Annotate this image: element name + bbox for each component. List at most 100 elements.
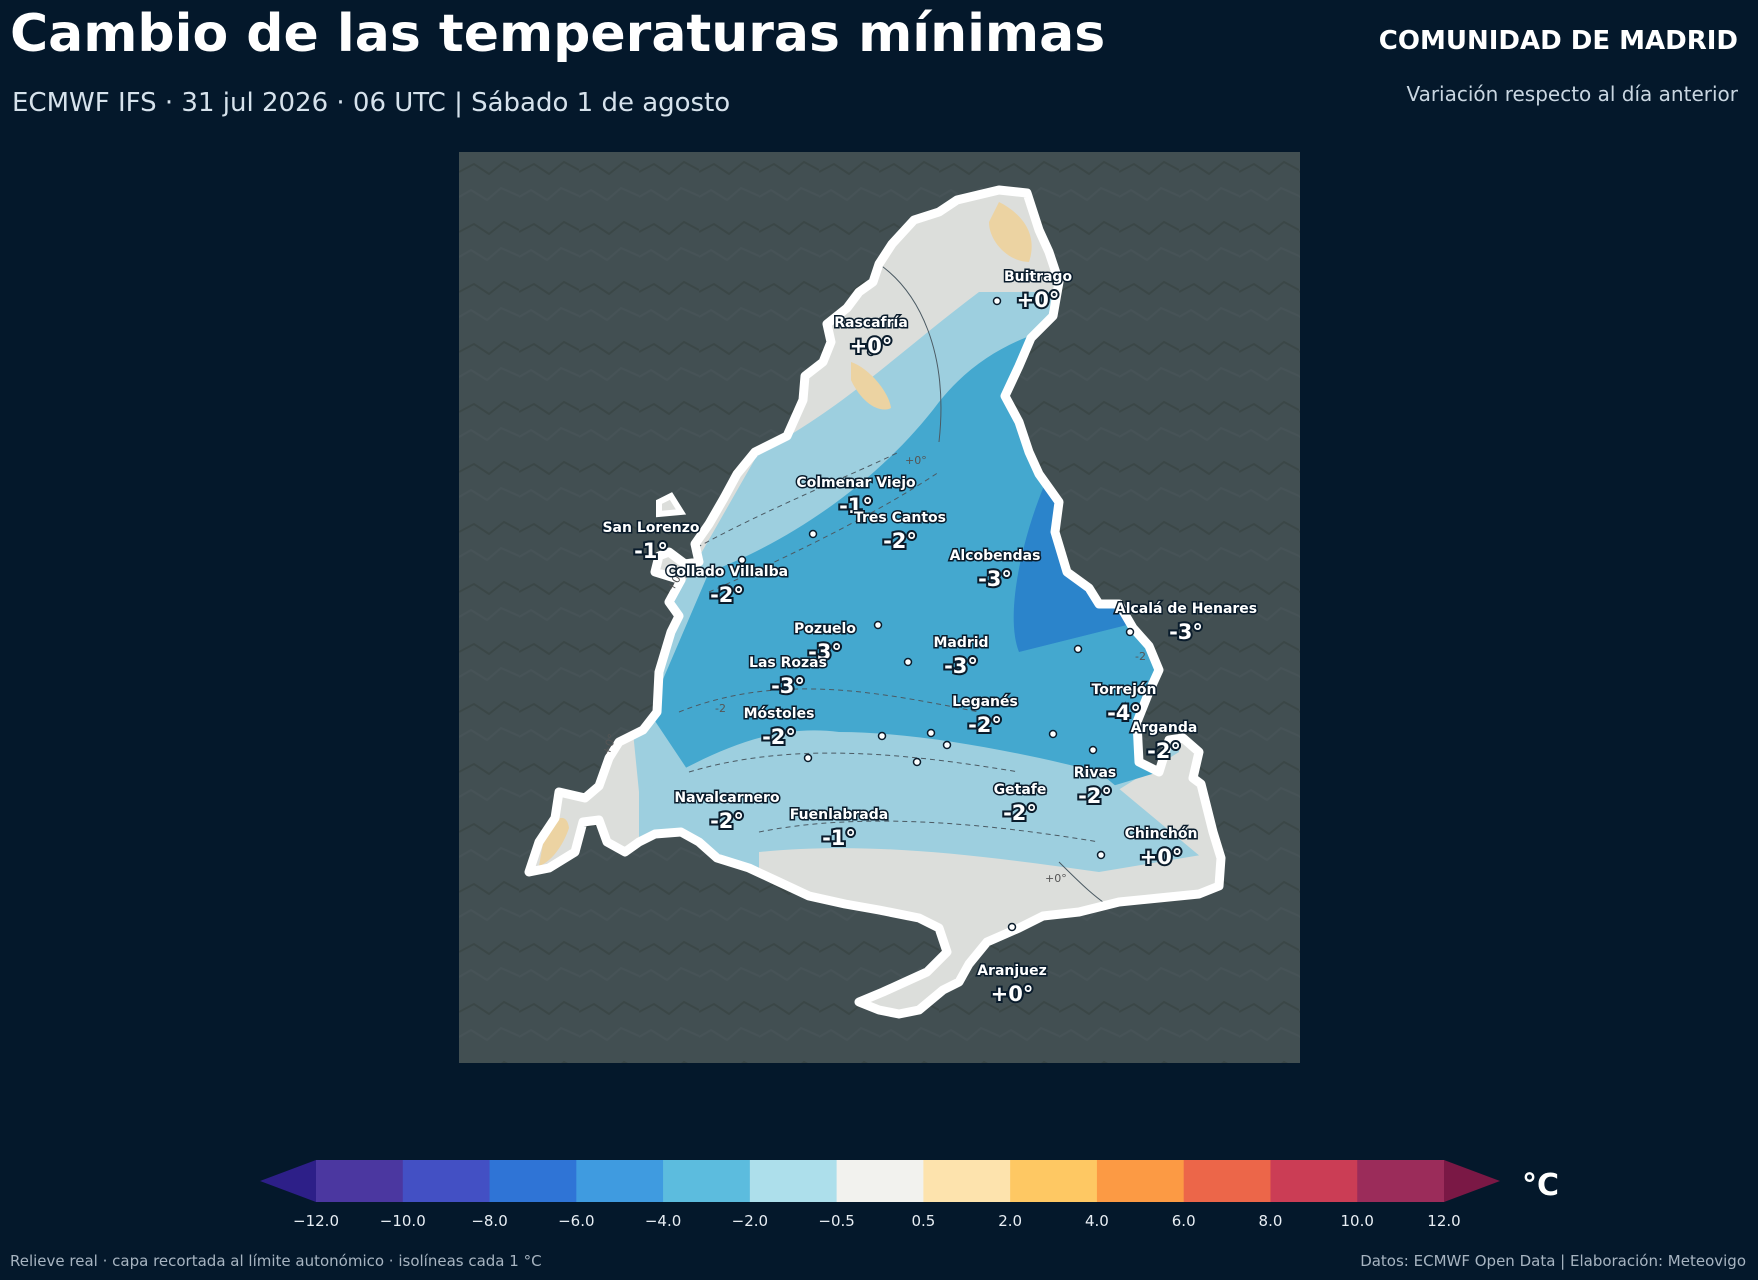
colorbar-segment	[663, 1160, 751, 1202]
colorbar-tick-label: 0.5	[911, 1212, 936, 1230]
city-value: -2°	[710, 583, 744, 607]
city-name: Las Rozas	[749, 655, 827, 671]
city-value: -3°	[771, 674, 805, 698]
city-marker	[808, 529, 818, 539]
city-value: +0°	[1140, 845, 1183, 869]
city-value: -3°	[808, 640, 842, 664]
colorbar-tick-label: 4.0	[1084, 1212, 1109, 1230]
city-marker	[866, 347, 876, 357]
city-value: -2°	[762, 725, 796, 749]
city-name: Madrid	[933, 635, 988, 651]
city-name: Aranjuez	[977, 963, 1047, 979]
colorbar-tick-label: −8.0	[471, 1212, 508, 1230]
city-value: -1°	[839, 494, 873, 518]
city-value: -2°	[883, 529, 917, 553]
isoline-label: -2	[715, 702, 726, 715]
city-marker	[873, 620, 883, 630]
city-value: +0°	[1017, 288, 1060, 312]
city-name: Alcalá de Henares	[1115, 601, 1257, 617]
colorbar	[260, 1160, 1500, 1202]
city-marker	[992, 296, 1002, 306]
city-name: Getafe	[994, 782, 1047, 798]
city-name: Leganés	[952, 694, 1018, 710]
colorbar-segment	[1357, 1160, 1445, 1202]
city-value: +0°	[850, 334, 893, 358]
city-name: Rascafría	[834, 315, 908, 331]
city-value: -3°	[978, 567, 1012, 591]
city-value: -2°	[1003, 801, 1037, 825]
city-marker	[1096, 850, 1106, 860]
city-name: San Lorenzo	[602, 520, 699, 536]
colorbar-tick-label: −4.0	[644, 1212, 682, 1230]
san-lorenzo-enclave	[656, 492, 687, 518]
colorbar-tick-label: 10.0	[1340, 1212, 1374, 1230]
city-name: Collado Villalba	[666, 564, 788, 580]
city-value: -2°	[1147, 739, 1181, 763]
region-subtitle: Variación respecto al día anterior	[1406, 82, 1738, 106]
isoline-label: +0°	[905, 454, 927, 467]
colorbar-tick-label: 8.0	[1258, 1212, 1283, 1230]
footer-credits: Datos: ECMWF Open Data | Elaboración: Me…	[1360, 1252, 1746, 1270]
city-name: Arganda	[1131, 720, 1198, 736]
region-name: COMUNIDAD DE MADRID	[1378, 26, 1738, 56]
colorbar-segment	[1183, 1160, 1271, 1202]
colorbar-unit: °C	[1522, 1168, 1560, 1203]
colorbar-segment	[1010, 1160, 1098, 1202]
city-value: -1°	[634, 539, 668, 563]
city-marker	[1125, 627, 1135, 637]
colorbar-tick-label: −12.0	[293, 1212, 339, 1230]
colorbar-segment	[489, 1160, 577, 1202]
map-title: Cambio de las temperaturas mínimas	[10, 4, 1106, 64]
colorbar-tick-label: 2.0	[998, 1212, 1023, 1230]
colorbar-tick-label: −6.0	[558, 1212, 595, 1230]
colorbar-segment	[402, 1160, 491, 1202]
city-value: -3°	[944, 654, 978, 678]
city-name: Pozuelo	[794, 621, 856, 637]
city-name: Alcobendas	[950, 548, 1041, 564]
isoline-label: -2	[1135, 650, 1146, 663]
city-value: -4°	[1107, 701, 1141, 725]
city-value: -2°	[1078, 784, 1112, 808]
city-marker	[803, 753, 813, 763]
colorbar-segment	[1270, 1160, 1358, 1202]
city-name: Torrejón	[1092, 682, 1157, 698]
city-marker	[877, 731, 887, 741]
city-name: Tres Cantos	[854, 510, 946, 526]
colorbar-tick-label: 6.0	[1171, 1212, 1196, 1230]
footer-note: Relieve real · capa recortada al límite …	[10, 1252, 542, 1270]
city-name: Navalcarnero	[674, 790, 780, 806]
city-marker	[926, 728, 936, 738]
colorbar-tick-label: −0.5	[818, 1212, 855, 1230]
city-marker	[1007, 922, 1017, 932]
city-name: Móstoles	[744, 706, 815, 722]
city-value: -2°	[710, 809, 744, 833]
colorbar-segment	[836, 1160, 924, 1202]
colorbar-tick-label: −2.0	[731, 1212, 769, 1230]
city-labels: Buitrago +0° Rascafría +0° Colmenar Viej…	[601, 268, 1259, 1009]
city-name: Buitrago	[1004, 269, 1073, 285]
city-marker	[737, 555, 747, 565]
colorbar-tick-label: 12.0	[1427, 1212, 1461, 1230]
colorbar-under-arrow	[260, 1160, 316, 1202]
colorbar-over-arrow	[1444, 1160, 1500, 1202]
colorbar-tick-label: −10.0	[379, 1212, 426, 1230]
city-marker	[1048, 729, 1058, 739]
city-value: -1°	[822, 826, 856, 850]
colorbar-segment	[576, 1160, 664, 1202]
map-subtitle: ECMWF IFS · 31 jul 2026 · 06 UTC | Sábad…	[12, 88, 731, 118]
colorbar-segment	[1096, 1160, 1185, 1202]
city-marker	[1088, 745, 1098, 755]
colorbar-segment	[923, 1160, 1011, 1202]
city-name: Chinchón	[1125, 826, 1198, 842]
temperature-map: +0° +0° +0° +0° -2 -2 Buitrago +0° Rasca…	[459, 152, 1300, 1063]
city-value: +0°	[991, 982, 1034, 1006]
city-marker	[903, 657, 913, 667]
city-marker	[1073, 644, 1083, 654]
colorbar-segment	[749, 1160, 838, 1202]
city-marker	[912, 757, 922, 767]
city-value: -3°	[1169, 620, 1203, 644]
city-name: Rivas	[1074, 765, 1117, 781]
city-value: -2°	[968, 713, 1002, 737]
city-marker	[942, 740, 952, 750]
city-name: Colmenar Viejo	[796, 475, 916, 491]
